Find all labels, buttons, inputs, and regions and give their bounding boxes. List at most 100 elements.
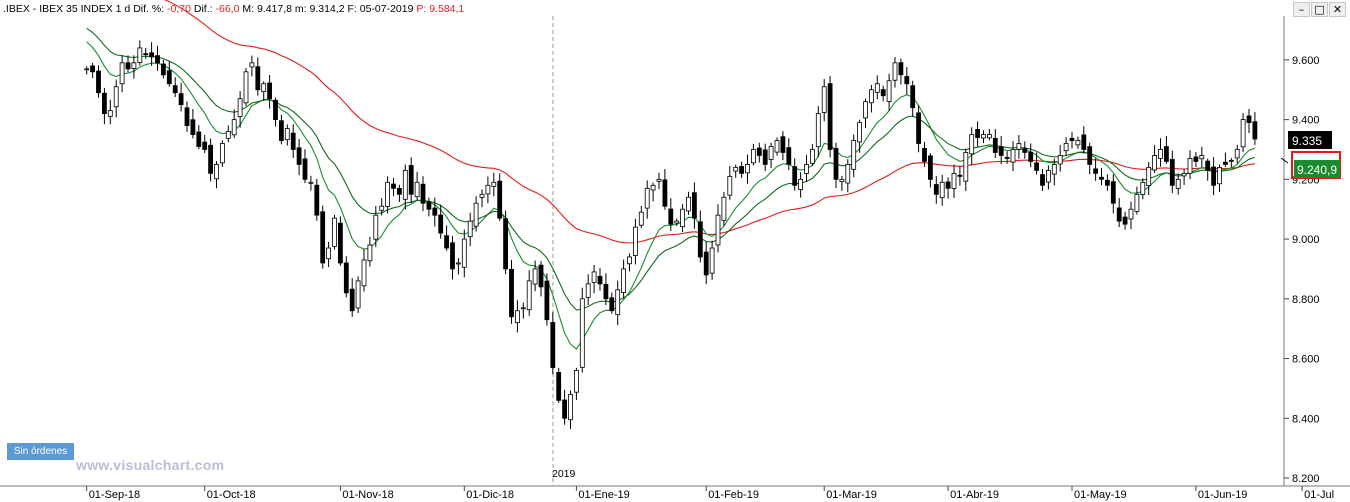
- candle-body: [273, 99, 278, 121]
- candle-body: [562, 399, 567, 419]
- x-tick-label: 01-Jul: [1304, 489, 1334, 501]
- candle-body: [113, 86, 119, 108]
- candle-body: [998, 146, 1004, 156]
- candle-body: [1199, 155, 1205, 160]
- candle-body: [579, 298, 585, 368]
- header-dif-pct-label: Dif. %:: [133, 3, 164, 15]
- header-separator: -: [33, 3, 39, 15]
- y-tick-label: 9.600: [1292, 55, 1320, 67]
- candle-body: [1034, 162, 1039, 171]
- header-date-label: F:: [347, 3, 356, 15]
- header-min-value: 9.314,2: [310, 3, 345, 15]
- candle-body: [326, 247, 332, 260]
- candle-body: [928, 155, 933, 180]
- candle-body: [219, 143, 225, 164]
- minimize-button[interactable]: –: [1293, 2, 1310, 17]
- candle-body: [680, 208, 685, 228]
- candle-body: [1087, 146, 1093, 165]
- candle-body: [975, 129, 980, 138]
- candle-body: [839, 178, 845, 183]
- candle-body: [768, 146, 774, 160]
- candle-body: [957, 174, 963, 177]
- candle-body: [467, 220, 473, 238]
- candle-body: [591, 271, 597, 283]
- candle-body: [538, 264, 544, 288]
- candle-body: [585, 283, 591, 298]
- candle-body: [851, 140, 857, 170]
- watermark: www.visualchart.com: [76, 457, 225, 473]
- candle-body: [125, 62, 131, 70]
- candle-body: [650, 184, 656, 191]
- candle-body: [1187, 158, 1193, 174]
- x-tick-label: 01-Dic-18: [466, 489, 514, 501]
- candle-body: [662, 179, 668, 207]
- candle-body: [1004, 156, 1010, 159]
- candle-body: [615, 289, 621, 316]
- candle-body: [709, 247, 715, 274]
- sin-ordenes-button[interactable]: Sin órdenes: [7, 443, 74, 460]
- candle-body: [302, 158, 308, 180]
- header-max-label: M:: [242, 3, 254, 15]
- close-button[interactable]: ✕: [1329, 2, 1346, 17]
- candle-body: [627, 256, 632, 265]
- candle-body: [644, 187, 650, 209]
- candle-body: [373, 214, 379, 240]
- candle-body: [515, 310, 520, 324]
- candle-body: [1105, 179, 1110, 186]
- candle-body: [780, 136, 786, 153]
- x-tick-label: 01-Jun-19: [1198, 489, 1248, 501]
- candle-body: [916, 112, 921, 144]
- candle-body: [155, 55, 160, 64]
- candle-body: [1252, 121, 1258, 140]
- candle-body: [455, 262, 461, 265]
- candle-body: [231, 119, 237, 136]
- candle-body: [90, 65, 95, 73]
- maximize-button[interactable]: □: [1311, 2, 1328, 17]
- candle-body: [172, 85, 178, 94]
- candle-body: [556, 372, 562, 401]
- candle-body: [745, 163, 750, 174]
- candle-body: [815, 113, 821, 148]
- candle-body: [751, 149, 756, 164]
- candle-body: [733, 166, 739, 172]
- header-price-value: 9.584,1: [429, 3, 464, 15]
- candle-body: [1093, 168, 1098, 174]
- candle-body: [485, 184, 491, 195]
- candle-body: [249, 62, 255, 68]
- candle-body: [963, 152, 969, 182]
- candle-body: [1016, 143, 1022, 150]
- x-tick-label: 01-Abr-19: [950, 489, 999, 501]
- candle-body: [432, 207, 438, 216]
- candle-body: [166, 70, 172, 85]
- candle-body: [367, 244, 373, 262]
- time-axis: 01-Sep-18 01-Oct-18 01-Nov-18 01-Dic-18 01-E…: [86, 486, 1334, 501]
- candle-body: [391, 183, 396, 189]
- candle-body: [703, 251, 709, 276]
- candle-body: [880, 89, 886, 97]
- chart-header: .IBEX - IBEX 35 INDEX 1 d Dif. %: -0,70 …: [3, 3, 464, 15]
- x-tick-label: 01-Feb-19: [708, 489, 759, 501]
- x-tick-label: 01-Mar-19: [826, 489, 877, 501]
- candle-body: [833, 147, 839, 180]
- header-date-value: 05-07-2019: [360, 3, 414, 15]
- candle-body: [1022, 148, 1028, 153]
- candle-body: [1069, 137, 1075, 141]
- candle-body: [804, 163, 809, 174]
- candle-body: [349, 288, 355, 312]
- plot-area: [0, 0, 1284, 486]
- candle-body: [609, 297, 615, 312]
- y-tick-label: 9.000: [1292, 234, 1320, 246]
- candle-body: [898, 62, 904, 76]
- y-tick-label: 8.200: [1292, 473, 1320, 485]
- candle-body: [284, 128, 290, 141]
- x-tick-label: 01-Sep-18: [89, 489, 140, 501]
- candle-body: [603, 283, 609, 300]
- candle-body: [721, 196, 727, 221]
- candle-body: [697, 221, 703, 258]
- candle-body: [939, 181, 945, 199]
- candle-body: [933, 184, 939, 195]
- candle-body: [184, 107, 190, 126]
- candle-body: [756, 147, 762, 156]
- candle-body: [762, 149, 768, 165]
